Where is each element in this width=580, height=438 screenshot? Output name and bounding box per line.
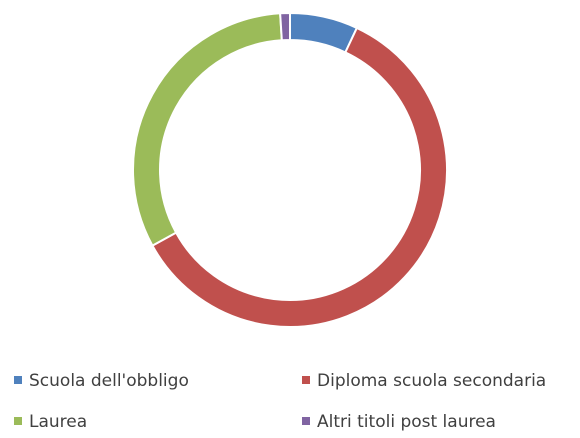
legend-label: Scuola dell'obbligo — [29, 371, 189, 391]
legend-swatch — [302, 376, 310, 384]
legend-label: Altri titoli post laurea — [317, 412, 496, 432]
legend-swatch — [14, 376, 22, 384]
donut-slice — [289, 11, 359, 54]
donut-slice — [151, 26, 448, 328]
legend-label: Diploma scuola secondaria — [317, 371, 546, 391]
donut-slice — [132, 12, 283, 247]
legend-swatch — [14, 417, 22, 425]
donut-slice — [279, 11, 291, 42]
legend-label: Laurea — [29, 412, 87, 432]
legend-swatch — [302, 417, 310, 425]
